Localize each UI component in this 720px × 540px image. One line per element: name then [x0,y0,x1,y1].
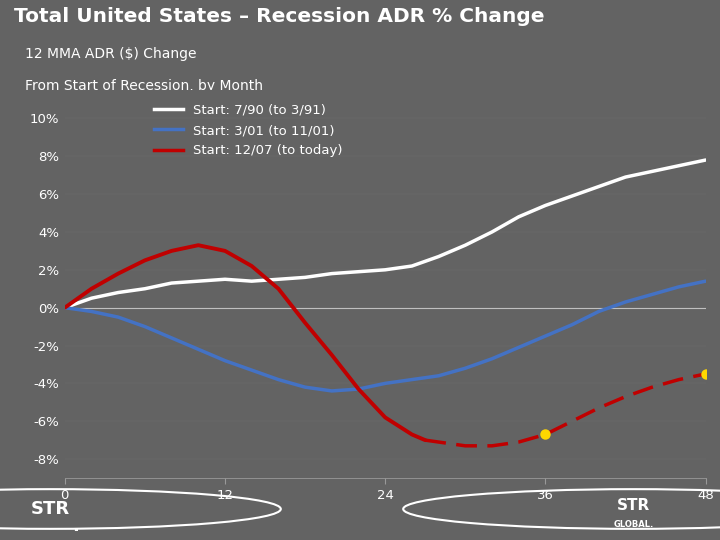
Text: GLOBAL.: GLOBAL. [613,520,654,529]
Text: From Start of Recession, by Month: From Start of Recession, by Month [25,79,264,93]
Text: STR: STR [31,500,70,518]
Text: .: . [72,517,79,535]
Legend: Start: 7/90 (to 3/91), Start: 3/01 (to 11/01), Start: 12/07 (to today): Start: 7/90 (to 3/91), Start: 3/01 (to 1… [148,98,348,163]
Text: STR: STR [617,498,650,514]
Text: 12 MMA ADR ($) Change: 12 MMA ADR ($) Change [25,47,197,61]
Text: Total United States – Recession ADR % Change: Total United States – Recession ADR % Ch… [14,7,545,26]
